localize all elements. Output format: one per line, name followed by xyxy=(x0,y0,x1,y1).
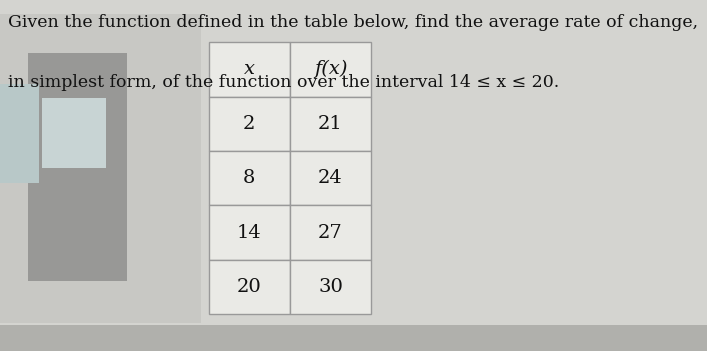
Text: 14: 14 xyxy=(237,224,262,241)
Bar xyxy=(290,151,371,205)
Bar xyxy=(209,205,290,260)
Bar xyxy=(0,14,201,323)
Text: 30: 30 xyxy=(318,278,343,296)
Text: 20: 20 xyxy=(237,278,262,296)
Text: 21: 21 xyxy=(318,115,343,133)
Text: x: x xyxy=(244,60,255,78)
Text: 2: 2 xyxy=(243,115,255,133)
Text: 24: 24 xyxy=(318,169,343,187)
Bar xyxy=(290,97,371,151)
Bar xyxy=(290,260,371,314)
Text: 27: 27 xyxy=(318,224,343,241)
Text: Given the function defined in the table below, find the average rate of change,: Given the function defined in the table … xyxy=(8,14,699,31)
Bar xyxy=(28,53,127,281)
Text: 8: 8 xyxy=(243,169,255,187)
Bar xyxy=(209,97,290,151)
Bar xyxy=(209,260,290,314)
Bar xyxy=(290,42,371,97)
Bar xyxy=(290,205,371,260)
Bar xyxy=(209,42,290,97)
Bar xyxy=(209,151,290,205)
Bar xyxy=(0,84,39,183)
Text: f(x): f(x) xyxy=(314,60,347,78)
Bar xyxy=(0,325,707,351)
Text: in simplest form, of the function over the interval 14 ≤ x ≤ 20.: in simplest form, of the function over t… xyxy=(8,74,560,91)
Bar xyxy=(42,98,106,168)
